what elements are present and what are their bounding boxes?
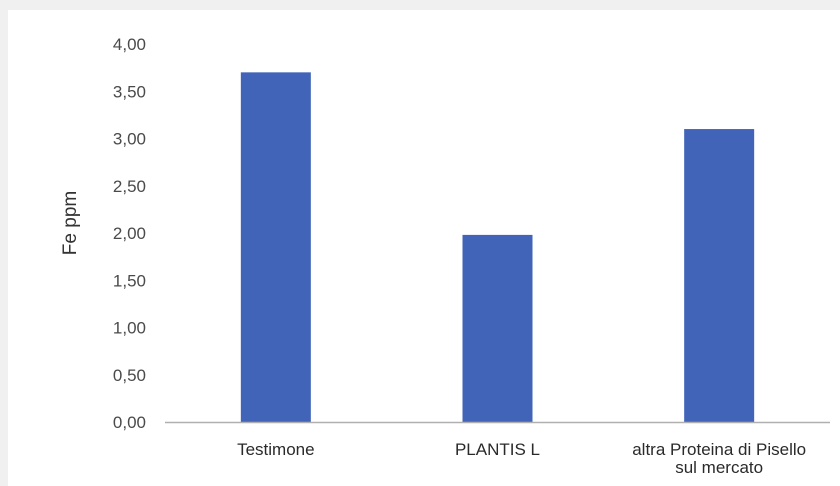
y-tick-label: 4,00	[113, 35, 146, 54]
x-category-label-line: altra Proteina di Pisello	[632, 440, 806, 459]
x-category-label-line: PLANTIS L	[455, 440, 540, 459]
y-tick-label: 1,00	[113, 319, 146, 338]
y-tick-label: 3,00	[113, 130, 146, 149]
y-tick-label: 3,50	[113, 82, 146, 101]
y-tick-label: 2,00	[113, 224, 146, 243]
bar	[462, 234, 533, 422]
x-category-label-line: Testimone	[237, 440, 314, 459]
y-axis-title: Fe ppm	[60, 191, 81, 255]
bar	[240, 72, 311, 422]
y-tick-label: 0,00	[113, 413, 146, 432]
bar	[684, 129, 755, 423]
bars	[240, 72, 755, 423]
y-tick-label: 1,50	[113, 271, 146, 290]
y-tick-labels: 0,00 0,50 1,00 1,50 2,00 2,50 3,00 3,50 4,00	[113, 35, 146, 432]
x-category-labels: Testimone PLANTIS L altra Proteina di Pise…	[237, 440, 806, 477]
x-category-label-line: sul mercato	[675, 458, 763, 477]
x-category-label: altra Proteina di Pisello sul mercato	[632, 440, 806, 477]
y-tick-label: 2,50	[113, 177, 146, 196]
y-tick-label: 0,50	[113, 366, 146, 385]
x-category-label: Testimone	[237, 440, 314, 459]
x-category-label: PLANTIS L	[455, 440, 540, 459]
